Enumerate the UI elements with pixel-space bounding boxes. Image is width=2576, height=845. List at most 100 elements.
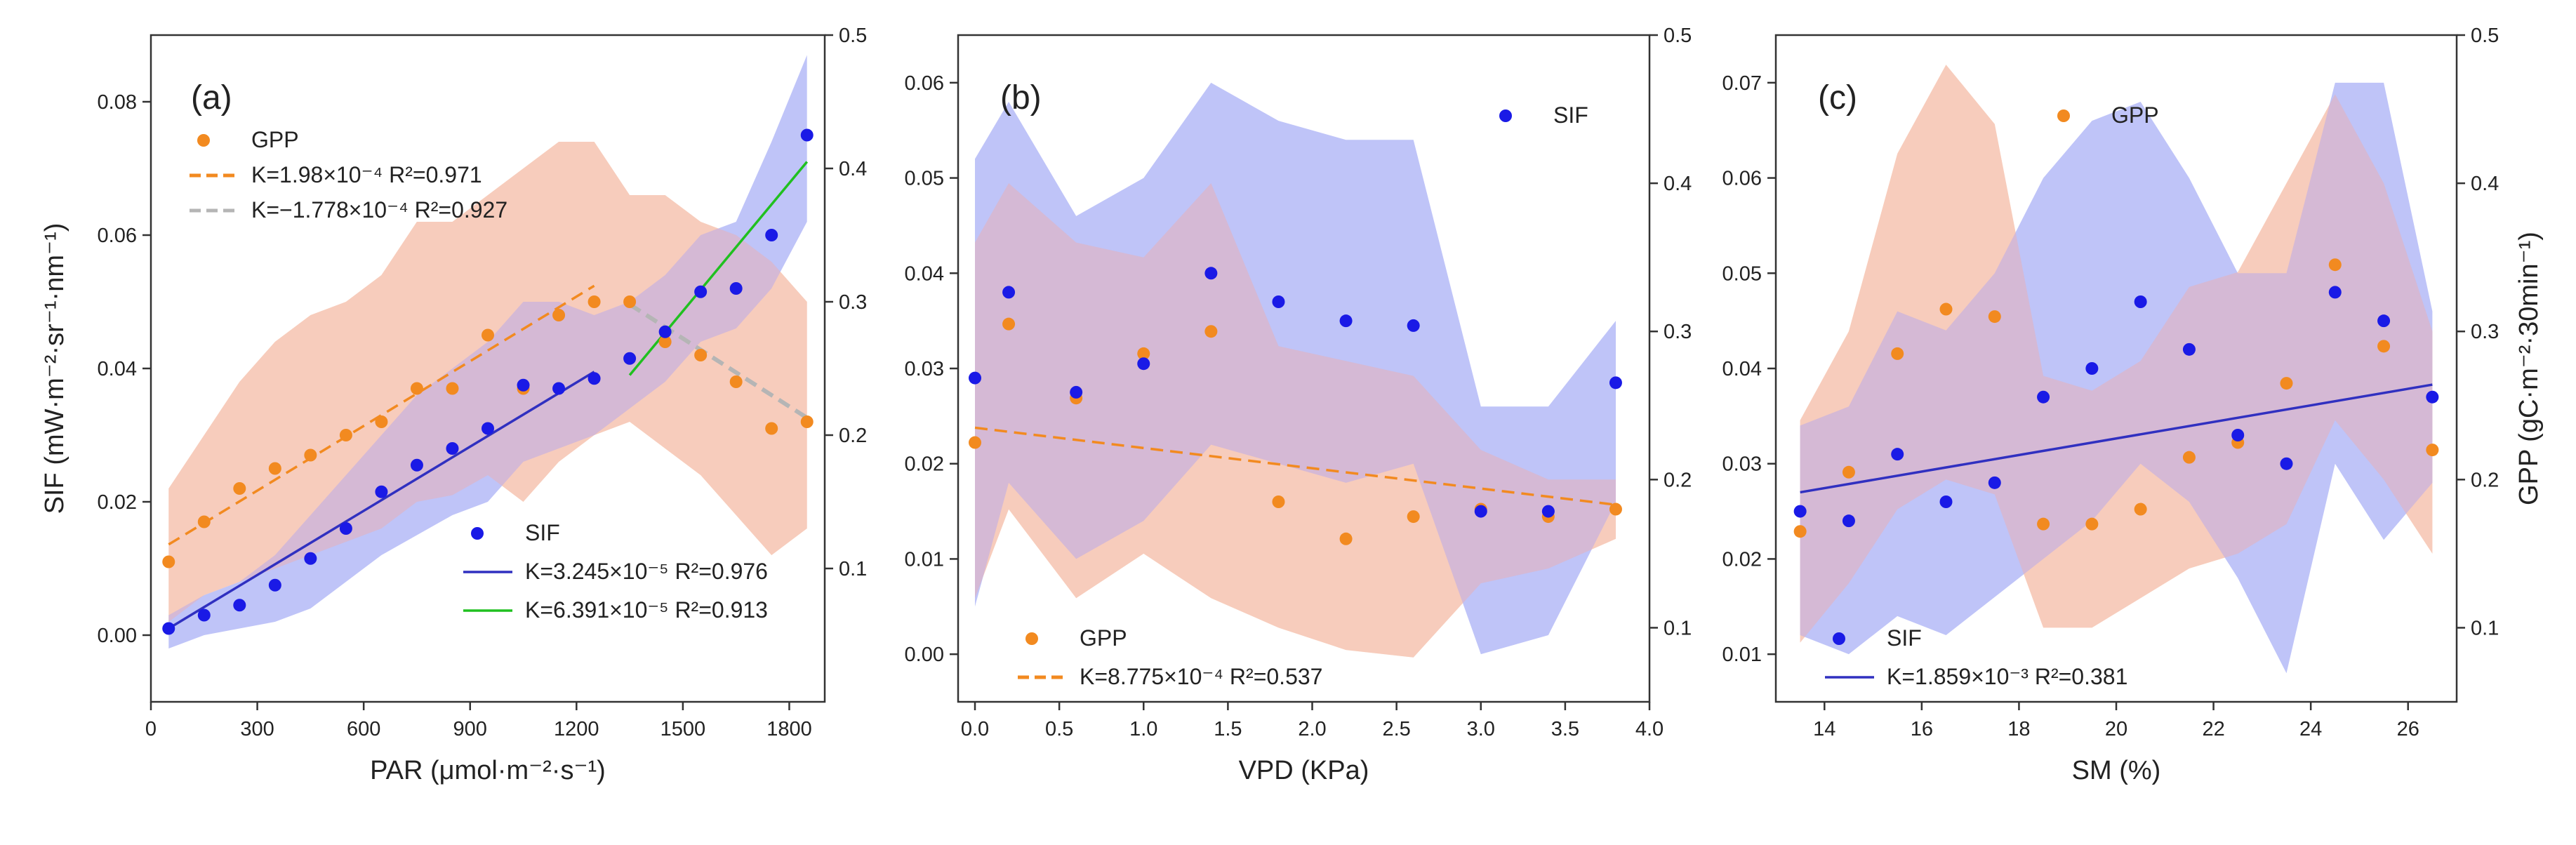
band-overlap xyxy=(975,183,1616,658)
sif-point xyxy=(1609,376,1622,390)
legend-label: K=−1.778×10⁻⁴ R²=0.927 xyxy=(251,197,507,222)
x-tick-label: 16 xyxy=(1911,718,1933,740)
y-tick-label: 0.01 xyxy=(905,548,944,571)
sif-point xyxy=(1939,495,1953,508)
gpp-point xyxy=(1204,325,1218,338)
sif-point xyxy=(339,522,352,535)
y-tick-label: 0.06 xyxy=(98,225,137,247)
sif-point xyxy=(1541,505,1555,518)
y-tick-label: 0.07 xyxy=(1722,72,1762,95)
plot-area xyxy=(162,55,814,648)
panel-label: (b) xyxy=(1000,79,1042,117)
sif-point xyxy=(800,128,814,142)
sif-point xyxy=(268,578,281,592)
legend-label: SIF xyxy=(525,520,560,545)
gpp-point xyxy=(233,482,246,495)
gpp-point xyxy=(2085,517,2099,531)
legend-label: K=8.775×10⁻⁴ R²=0.537 xyxy=(1080,664,1322,689)
sif-point xyxy=(729,282,743,295)
sif-point xyxy=(1842,514,1855,528)
sif-point xyxy=(446,442,459,455)
fit-line-sif-0 xyxy=(1800,383,2433,494)
gpp-point xyxy=(2426,444,2439,457)
sif-point xyxy=(2426,390,2439,404)
gpp-point xyxy=(1339,532,1353,545)
sif-point xyxy=(1272,295,1285,308)
y-tick-label: 0.00 xyxy=(98,625,137,647)
x-tick-label: 2.5 xyxy=(1382,718,1410,740)
x-tick-label: 14 xyxy=(1813,718,1835,740)
sif-point xyxy=(623,352,637,365)
x-axis-label: PAR (μmol·m⁻²·s⁻¹) xyxy=(370,756,606,785)
y-axis-label: SIF (mW·m⁻²·sr⁻¹·nm⁻¹) xyxy=(40,223,69,514)
y-tick-label: 0.04 xyxy=(98,358,137,380)
gpp-point xyxy=(339,429,352,441)
legend-label: SIF xyxy=(1553,102,1588,128)
x-tick-label: 4.0 xyxy=(1635,718,1664,740)
x-tick-label: 0.5 xyxy=(1045,718,1073,740)
y-tick-label: 0.05 xyxy=(1722,262,1762,285)
legend-marker xyxy=(1025,632,1038,645)
y-tick-label: 0.05 xyxy=(905,168,944,190)
x-tick-label: 20 xyxy=(2105,718,2127,740)
sif-point xyxy=(1339,314,1353,328)
x-axis-label: SM (%) xyxy=(2072,756,2161,785)
panel-c: 14 16 18 20 22 24 26 0.01 0.02 0.03 0.04 0.05 0.06 0.… xyxy=(1722,25,2544,785)
sif-point xyxy=(587,372,601,385)
legend-label: K=1.98×10⁻⁴ R²=0.971 xyxy=(251,162,482,187)
gpp-point xyxy=(1137,347,1150,360)
y2-tick-label: 0.1 xyxy=(839,558,867,580)
sif-point xyxy=(482,422,494,435)
gpp-point xyxy=(446,382,459,395)
legend-marker xyxy=(1499,109,1512,122)
sif-point xyxy=(658,325,672,338)
gpp-point xyxy=(1988,310,2001,324)
x-tick-label: 1.5 xyxy=(1214,718,1242,740)
sif-point xyxy=(2377,314,2391,328)
x-tick-label: 900 xyxy=(453,718,487,740)
gpp-point xyxy=(587,295,601,308)
y2-tick-label: 0.1 xyxy=(2471,617,2499,639)
x-tick-label: 1.0 xyxy=(1129,718,1157,740)
band-overlap xyxy=(168,142,807,622)
gpp-point xyxy=(1939,302,1953,316)
legend-label: GPP xyxy=(251,127,299,152)
gpp-point xyxy=(1272,495,1285,508)
legend-label: K=6.391×10⁻⁵ R²=0.913 xyxy=(525,597,768,623)
y-tick-label: 0.06 xyxy=(1722,168,1762,190)
sif-point xyxy=(1204,267,1218,280)
sif-point xyxy=(1793,505,1807,518)
x-tick-label: 1500 xyxy=(660,718,706,740)
y-tick-label: 0.02 xyxy=(1722,548,1762,571)
fit-line-sif-2 xyxy=(168,371,595,630)
x-tick-label: 3.0 xyxy=(1467,718,1495,740)
sif-point xyxy=(2134,295,2147,308)
y2-tick-label: 0.3 xyxy=(1664,321,1692,343)
gpp-point xyxy=(694,349,708,361)
gpp-point xyxy=(1793,525,1807,538)
plot-area xyxy=(1793,65,2439,674)
sif-uncertainty-band xyxy=(1800,82,2433,674)
sif-point xyxy=(375,485,388,498)
legend-label: K=3.245×10⁻⁵ R²=0.976 xyxy=(525,559,768,584)
gpp-point xyxy=(268,462,281,475)
x-tick-label: 18 xyxy=(2007,718,2030,740)
gpp-point xyxy=(2182,451,2196,464)
sif-point xyxy=(2280,457,2293,470)
y2-tick-label: 0.2 xyxy=(1664,469,1692,491)
sif-point xyxy=(1407,319,1420,332)
gpp-point xyxy=(197,515,211,528)
x-tick-label: 300 xyxy=(240,718,274,740)
x-tick-label: 1200 xyxy=(554,718,599,740)
gpp-point xyxy=(2037,517,2050,531)
sif-uncertainty-band xyxy=(168,55,807,648)
x-axis-label: VPD (KPa) xyxy=(1239,756,1369,785)
gpp-point xyxy=(552,309,566,321)
sif-point xyxy=(765,229,778,241)
gpp-point xyxy=(1002,317,1016,331)
sif-point xyxy=(410,458,423,472)
sif-uncertainty-band xyxy=(975,82,1616,655)
legend-label: GPP xyxy=(1080,625,1127,651)
plot-area xyxy=(969,82,1622,658)
legend-label: K=1.859×10⁻³ R²=0.381 xyxy=(1887,664,2127,689)
